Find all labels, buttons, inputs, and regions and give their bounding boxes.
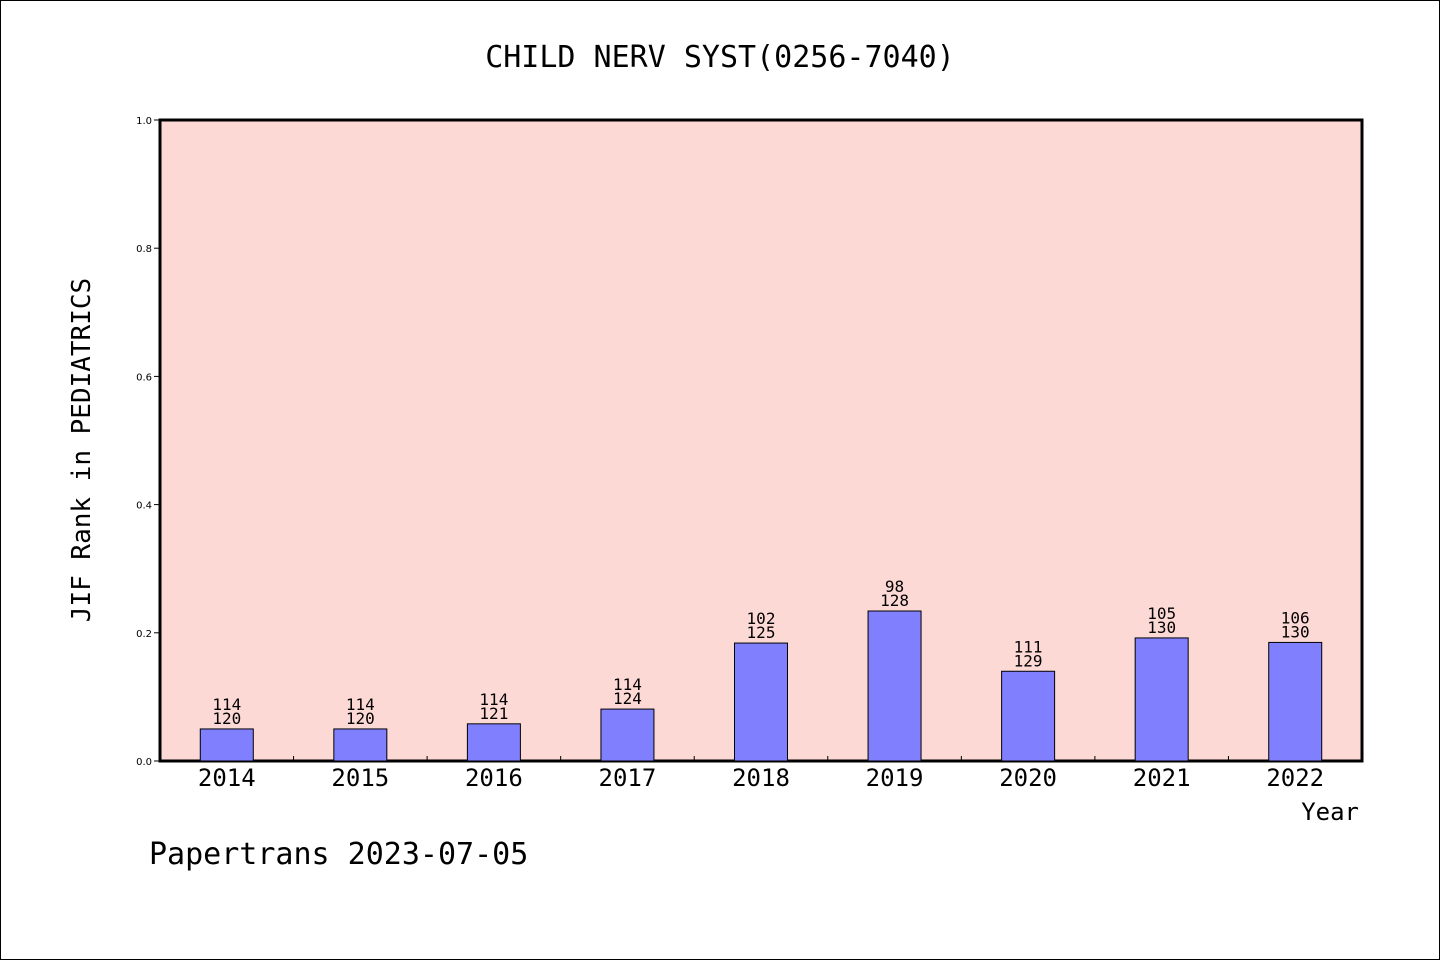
bar-rank-label: 106 (1281, 608, 1310, 627)
bar-rank-label: 102 (747, 609, 776, 628)
bar (466, 723, 521, 762)
x-tick-label: 2018 (732, 764, 790, 792)
bar (1001, 670, 1056, 762)
x-tick-label: 2021 (1133, 764, 1191, 792)
y-tick-label: 0.0 (136, 757, 152, 768)
bar-total-label: 125 (747, 623, 776, 642)
bar-rank-label: 114 (212, 695, 241, 714)
bar (199, 728, 254, 762)
footer-text: Papertrans 2023-07-05 (149, 837, 528, 872)
chart-title: CHILD NERV SYST(0256-7040) (485, 40, 955, 75)
x-tick-label: 2014 (198, 764, 256, 792)
x-tick-label: 2015 (331, 764, 389, 792)
bar-rank-label: 98 (885, 577, 904, 596)
bar (1134, 637, 1189, 762)
bars-group: 1141201141201141211141241021259812811112… (199, 577, 1323, 762)
bar (333, 728, 388, 762)
x-tick-label: 2016 (465, 764, 523, 792)
x-axis-label: Year (1301, 798, 1359, 826)
y-tick-label: 0.6 (136, 372, 152, 383)
bar-rank-label: 111 (1014, 637, 1043, 656)
bar-rank-label: 105 (1147, 604, 1176, 623)
bar-total-label: 120 (346, 709, 375, 728)
y-axis: 0.0 0.2 0.4 0.6 0.8 1.0 (136, 116, 160, 768)
x-tick-label: 2017 (599, 764, 657, 792)
x-tick-label: 2022 (1266, 764, 1324, 792)
y-tick-label: 0.2 (136, 629, 152, 640)
bar (600, 708, 655, 762)
bar-total-label: 128 (880, 591, 909, 610)
bar (1268, 641, 1323, 762)
bar-total-label: 121 (479, 704, 508, 723)
y-tick-label: 0.8 (136, 244, 152, 255)
bar (867, 610, 922, 762)
bar-total-label: 124 (613, 689, 642, 708)
bar (734, 642, 788, 762)
y-tick-label: 1.0 (136, 116, 152, 127)
bar-total-label: 129 (1014, 651, 1043, 670)
bar-total-label: 120 (212, 709, 241, 728)
x-axis: 2014 2015 2016 2017 2018 2019 2020 2021 2022 (198, 756, 1324, 792)
bar-rank-label: 114 (479, 690, 508, 709)
y-tick-label: 0.4 (136, 501, 152, 512)
x-tick-label: 2019 (866, 764, 924, 792)
y-axis-label: JIF Rank in PEDIATRICS (67, 278, 97, 622)
bar-rank-label: 114 (613, 675, 642, 694)
bar-total-label: 130 (1147, 618, 1176, 637)
bar-rank-label: 114 (346, 695, 375, 714)
x-tick-label: 2020 (999, 764, 1057, 792)
bar-total-label: 130 (1281, 622, 1310, 641)
